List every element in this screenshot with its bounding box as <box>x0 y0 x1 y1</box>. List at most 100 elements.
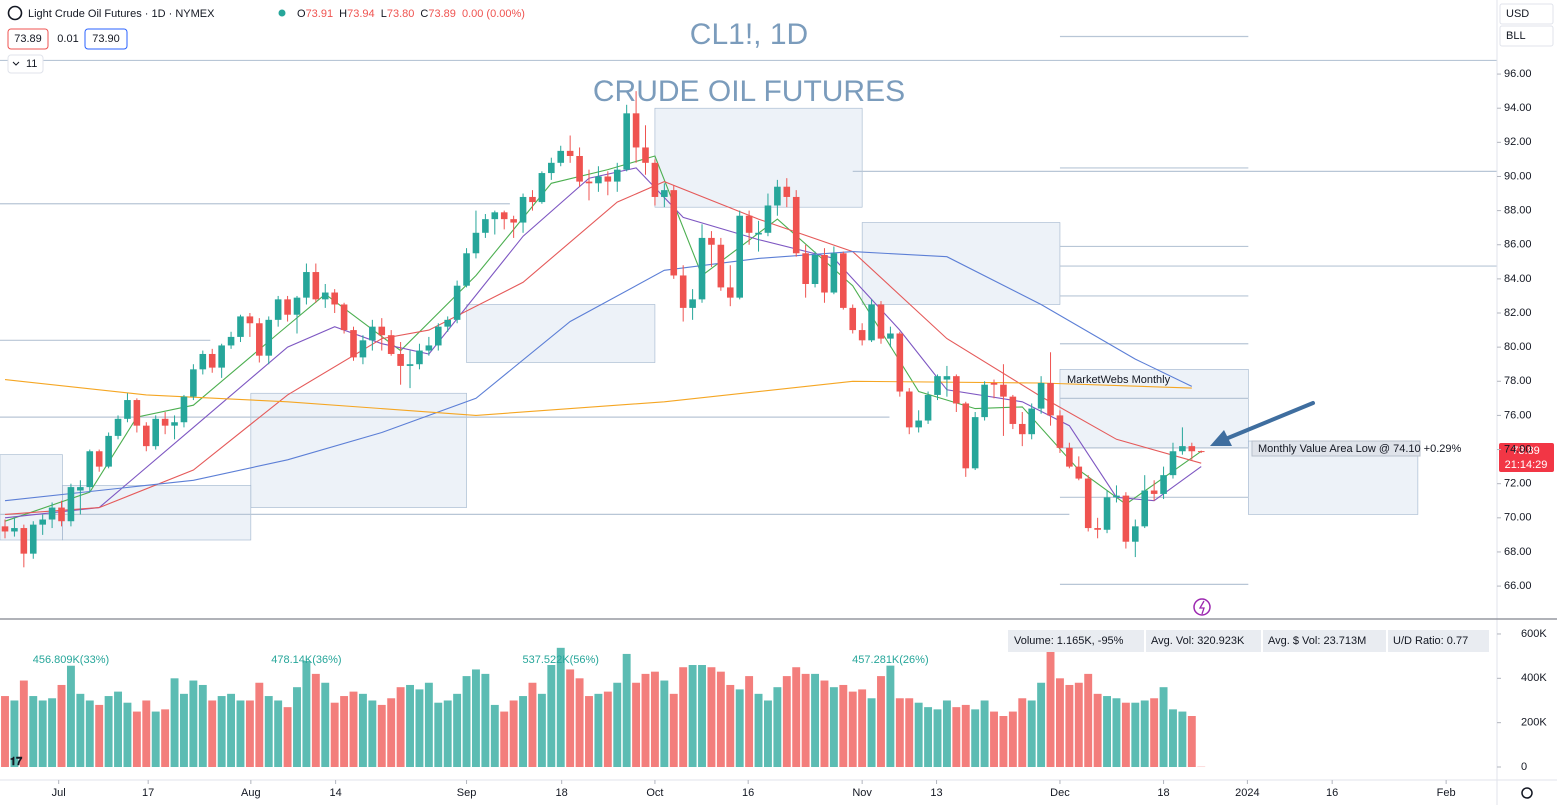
spread: 0.01 <box>57 33 78 45</box>
candle-body <box>529 196 536 203</box>
volume-bar <box>632 682 641 768</box>
value-area-zone <box>1059 369 1249 449</box>
candle-body <box>444 319 451 327</box>
volume-bar <box>811 673 820 768</box>
stat-box <box>1008 630 1144 652</box>
indicator-toggle[interactable] <box>7 54 44 74</box>
stat-box <box>1146 630 1261 652</box>
unit-button[interactable] <box>1499 25 1554 47</box>
y-tick-label: 88.00 <box>1504 205 1532 217</box>
stat-box <box>1388 630 1489 652</box>
volume-bar <box>726 684 735 768</box>
candle-body <box>745 215 753 233</box>
candle-body <box>651 162 659 197</box>
candle-body <box>783 186 791 197</box>
candle-body <box>1075 466 1083 479</box>
candle-body <box>472 232 480 254</box>
candle-body <box>482 219 489 233</box>
candle-body <box>698 237 706 300</box>
volume-bar <box>330 702 339 768</box>
volume-bar <box>641 673 650 768</box>
volume-bar <box>537 693 546 768</box>
volume-bar <box>1046 642 1055 768</box>
ohlc-value: 73.89 <box>428 8 456 20</box>
volume-bar <box>104 696 113 768</box>
volume-bar <box>886 665 895 768</box>
volume-bar <box>754 693 763 768</box>
value-area-zone <box>466 304 656 363</box>
volume-bar <box>453 693 462 768</box>
y-tick-label: 72.00 <box>1504 478 1532 490</box>
bid-box[interactable] <box>7 28 49 50</box>
y-tick-label: 92.00 <box>1504 136 1532 148</box>
volume-bar <box>142 700 151 768</box>
y-tick-label: 78.00 <box>1504 375 1532 387</box>
candle-body <box>811 254 819 284</box>
volume-bar <box>434 702 443 768</box>
y-tick-label: 70.00 <box>1504 512 1532 524</box>
volume-bar <box>302 660 311 768</box>
event-icon[interactable] <box>1193 598 1211 616</box>
candle-body <box>105 435 112 467</box>
ask-box[interactable] <box>84 28 128 50</box>
market-status <box>278 9 286 17</box>
volume-bar <box>1150 698 1159 768</box>
volume-bar <box>556 647 565 768</box>
volume-bar <box>293 687 301 768</box>
candle-body <box>425 345 433 351</box>
volume-bar <box>792 667 801 768</box>
candle-body <box>1188 446 1196 452</box>
candle-body <box>491 212 499 220</box>
volume-bar <box>1103 696 1112 768</box>
candle-body <box>1018 423 1026 435</box>
candle-body <box>39 519 46 525</box>
volume-bar <box>189 680 198 768</box>
volume-bar <box>500 711 509 768</box>
volume-bar <box>132 711 141 768</box>
y-tick-label: 86.00 <box>1504 239 1532 251</box>
volume-bar <box>424 682 433 768</box>
candle-body <box>142 425 150 447</box>
volume-bar <box>85 700 94 768</box>
currency-button[interactable] <box>1499 3 1554 25</box>
volume-bar <box>801 673 810 768</box>
candle-body <box>595 176 602 184</box>
volume-bar <box>1074 682 1083 768</box>
volume-bar <box>161 709 170 768</box>
candle-body <box>548 162 555 174</box>
candle-body <box>1113 495 1120 498</box>
countdown: 21:14:29 <box>1505 459 1548 471</box>
candle-body <box>1122 495 1130 542</box>
stat: Volume: 1.165K, -95% <box>1014 635 1124 647</box>
volume-bar <box>481 673 490 768</box>
volume-bar <box>76 693 85 768</box>
candle-body <box>171 422 178 426</box>
candle-body <box>369 326 376 341</box>
last-price-tag <box>1499 443 1554 472</box>
volume-label: 456.809K(33%) <box>33 654 109 666</box>
candle-body <box>293 297 301 315</box>
candle-body <box>11 528 18 532</box>
candle-body <box>406 364 414 366</box>
candle-body <box>321 292 329 300</box>
volume-bar <box>1027 700 1036 768</box>
volume-bar <box>340 696 349 768</box>
volume-bar <box>29 696 38 768</box>
candle-body <box>670 190 678 276</box>
volume-bar <box>679 667 688 768</box>
settings-icon[interactable] <box>1521 787 1533 799</box>
volume-label: 457.281K(26%) <box>852 654 928 666</box>
candle-body <box>915 420 922 428</box>
candle-body <box>190 369 197 397</box>
volume-bar <box>217 696 226 768</box>
lightning <box>1198 600 1205 615</box>
stat-box <box>1263 630 1386 652</box>
moving-average <box>4 251 1193 502</box>
candle-body <box>1 526 9 532</box>
volume-bar <box>1112 698 1121 768</box>
ohlc-key: O <box>297 8 306 20</box>
volume-bar <box>358 693 367 768</box>
candle-body <box>840 253 847 308</box>
moving-average <box>4 379 1192 416</box>
volume-tick-label: 600K <box>1521 628 1547 640</box>
